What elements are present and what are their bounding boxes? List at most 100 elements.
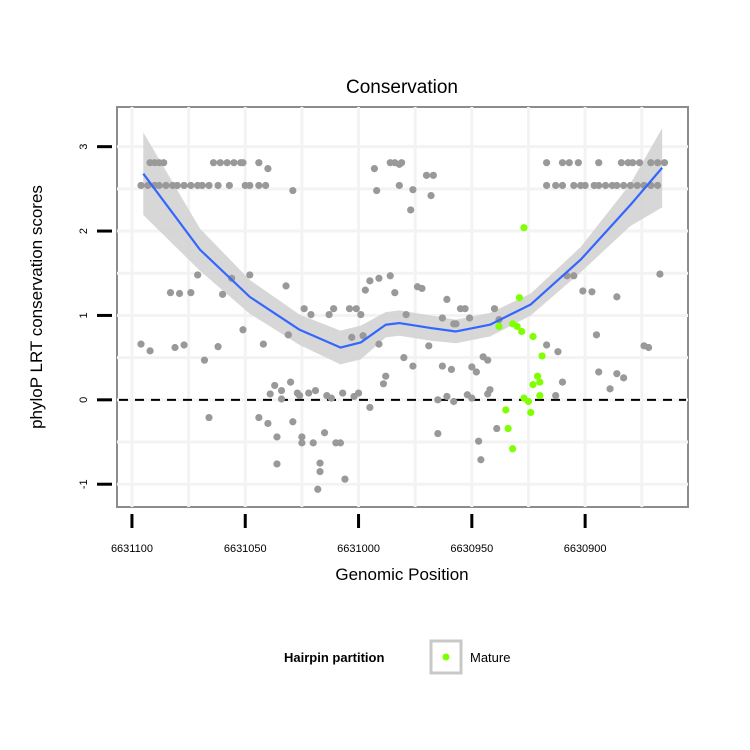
data-point xyxy=(166,289,175,297)
data-point xyxy=(434,429,442,438)
data-point-mature xyxy=(515,294,524,302)
data-point xyxy=(552,392,560,400)
data-point xyxy=(286,378,295,386)
data-point-mature xyxy=(504,424,512,433)
data-point xyxy=(357,310,365,319)
data-point-mature xyxy=(529,332,537,341)
data-point xyxy=(259,340,267,348)
confidence-band xyxy=(143,128,663,365)
data-point xyxy=(314,485,322,493)
data-point-mature xyxy=(513,322,521,331)
data-point xyxy=(359,332,367,340)
data-point xyxy=(450,397,458,406)
data-point-mature xyxy=(524,397,533,406)
data-point xyxy=(635,159,644,167)
data-point xyxy=(320,429,329,437)
data-point xyxy=(581,181,589,190)
data-point xyxy=(402,310,410,319)
data-point xyxy=(361,286,369,294)
data-point-mature xyxy=(527,408,535,417)
data-point xyxy=(348,333,356,341)
data-point xyxy=(162,181,170,190)
data-point xyxy=(214,181,222,190)
x-tick-label: 6630900 xyxy=(564,543,607,555)
data-point xyxy=(289,186,297,195)
data-point xyxy=(366,403,374,412)
data-point xyxy=(180,181,188,190)
y-axis-label: phyloP LRT conservation scores xyxy=(27,185,46,429)
data-point xyxy=(606,385,614,393)
data-point xyxy=(595,368,603,376)
data-point xyxy=(595,181,603,190)
data-point xyxy=(443,392,451,401)
data-point xyxy=(160,159,168,167)
data-point-mature xyxy=(509,445,517,453)
data-point-mature xyxy=(502,406,510,414)
data-point xyxy=(298,433,306,441)
data-point xyxy=(493,424,501,433)
data-point xyxy=(205,413,213,422)
y-tick-label: 0 xyxy=(78,397,90,403)
data-point xyxy=(391,289,399,297)
data-point xyxy=(558,181,567,190)
y-axis: 3 2 1 0 -1 xyxy=(78,144,112,489)
data-point xyxy=(595,159,603,167)
data-point xyxy=(620,374,628,382)
data-point xyxy=(305,389,313,397)
data-point xyxy=(427,192,435,200)
data-point xyxy=(395,181,403,190)
x-tick-label: 6630950 xyxy=(450,543,493,555)
data-point xyxy=(200,356,209,364)
data-point xyxy=(422,171,431,179)
smooth-line xyxy=(142,167,664,349)
data-point xyxy=(461,305,469,313)
data-point xyxy=(352,305,360,313)
data-point-mature xyxy=(533,372,542,380)
data-point xyxy=(255,413,263,422)
x-tick-label: 6631050 xyxy=(224,543,267,555)
y-tick-label: 1 xyxy=(78,312,90,318)
data-point xyxy=(490,305,499,313)
data-point xyxy=(366,277,374,285)
data-point xyxy=(472,368,480,376)
data-point xyxy=(477,456,485,464)
y-tick-label: -1 xyxy=(78,479,90,489)
data-point xyxy=(484,356,492,364)
data-point xyxy=(198,181,206,190)
data-point xyxy=(558,159,567,167)
data-point xyxy=(187,289,195,297)
data-point xyxy=(438,314,446,322)
data-point xyxy=(354,389,363,397)
data-point xyxy=(370,165,379,173)
data-point xyxy=(187,181,195,190)
data-point xyxy=(180,341,188,349)
data-point xyxy=(307,310,315,319)
data-point xyxy=(660,159,669,167)
data-point xyxy=(375,274,383,282)
data-point xyxy=(379,380,388,388)
data-point xyxy=(558,378,567,386)
data-point xyxy=(438,362,446,370)
data-point xyxy=(336,439,345,447)
data-point xyxy=(137,340,145,348)
data-point xyxy=(289,418,297,426)
data-point xyxy=(601,181,610,190)
data-point xyxy=(592,331,601,339)
data-point xyxy=(382,372,390,380)
data-point xyxy=(588,288,596,296)
data-point xyxy=(296,392,304,400)
data-point-mature xyxy=(536,392,544,400)
legend-key-mature xyxy=(442,653,450,661)
data-point xyxy=(613,181,621,190)
data-point xyxy=(656,270,664,278)
data-point-mature xyxy=(538,352,546,360)
data-point xyxy=(395,160,403,168)
data-point xyxy=(300,305,308,313)
data-point xyxy=(175,289,184,298)
data-point xyxy=(425,342,433,350)
data-point xyxy=(277,395,286,403)
data-point xyxy=(264,165,272,173)
data-point xyxy=(330,305,338,313)
legend: Hairpin partition Mature xyxy=(284,639,510,675)
